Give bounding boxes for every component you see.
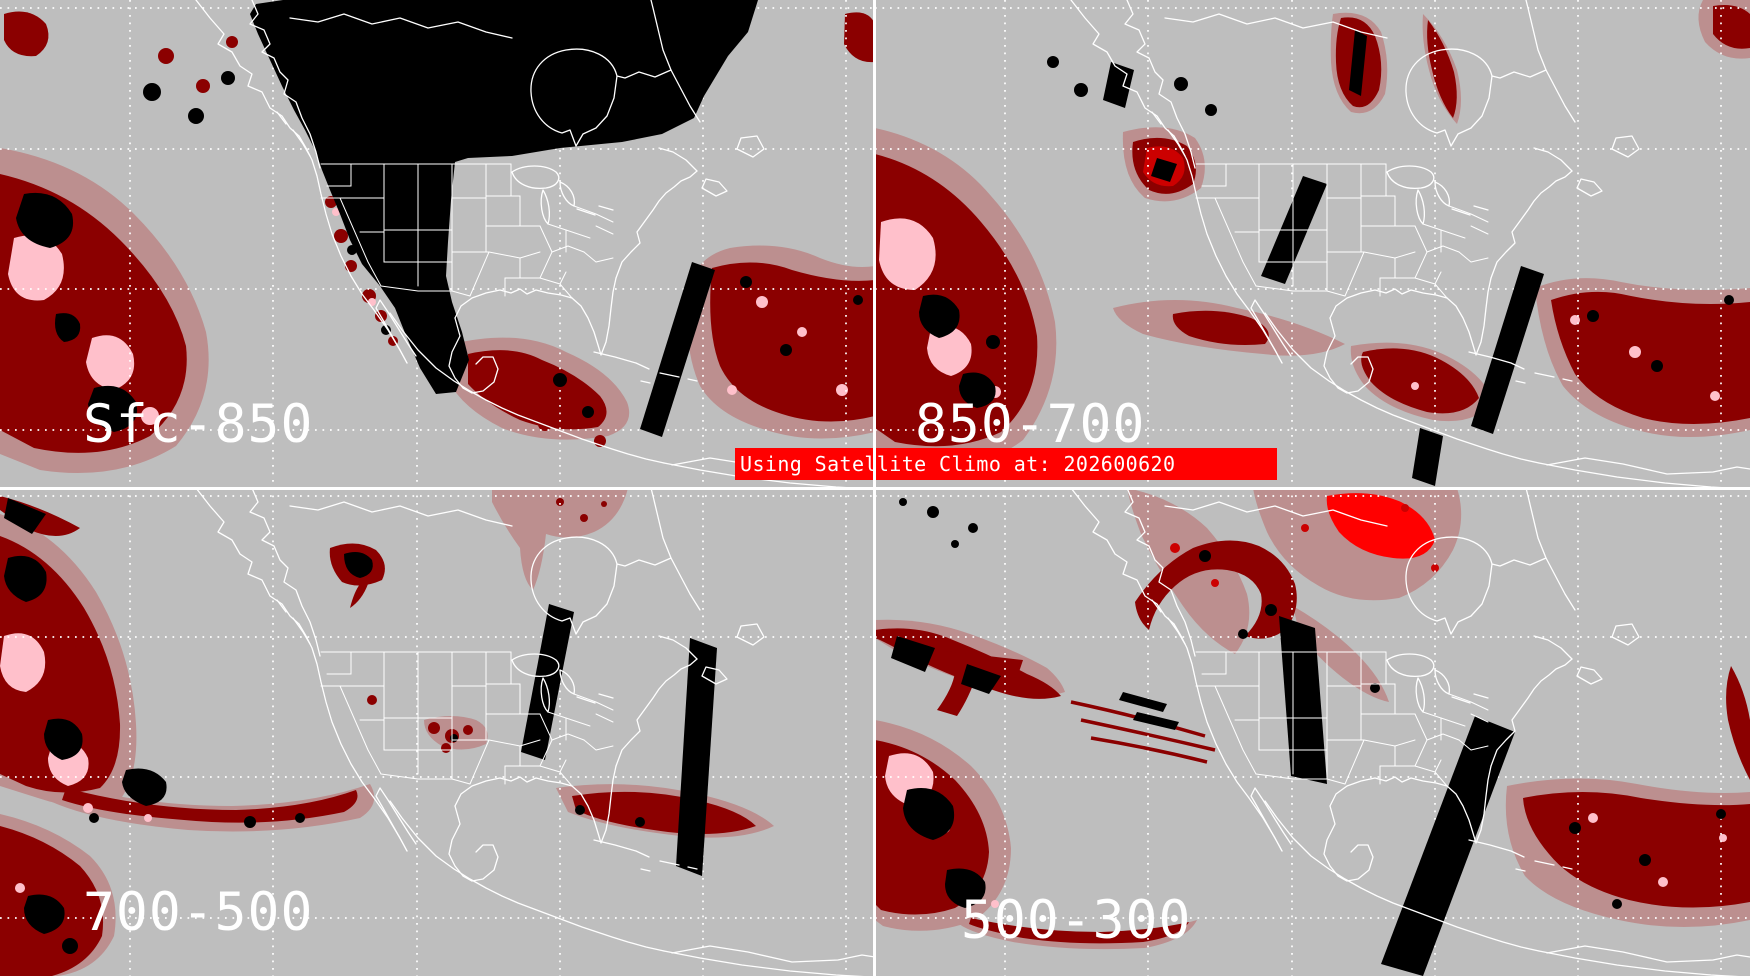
panel-label-500-300: 500-300	[961, 890, 1192, 951]
timestamp-banner: Using Satellite Climo at: 202600620	[735, 448, 1277, 480]
map-sfc-850	[0, 0, 875, 488]
timestamp-banner-text: Using Satellite Climo at: 202600620	[740, 452, 1176, 476]
panel-divider-horizontal	[0, 487, 1750, 490]
panel-label-700-500: 700-500	[83, 882, 314, 943]
map-panel-700-500	[0, 488, 875, 976]
cloud-layer-color	[0, 488, 774, 976]
map-panel-850-700	[875, 0, 1750, 488]
cloud-layer-black	[4, 498, 717, 954]
panel-label-850-700: 850-700	[915, 394, 1146, 455]
map-500-300	[875, 488, 1750, 976]
map-850-700	[875, 0, 1750, 488]
cloud-layer-black	[16, 0, 863, 437]
map-panel-500-300	[875, 488, 1750, 976]
map-panel-sfc-850	[0, 0, 875, 488]
panel-label-sfc-850: Sfc-850	[83, 394, 314, 455]
map-700-500	[0, 488, 875, 976]
